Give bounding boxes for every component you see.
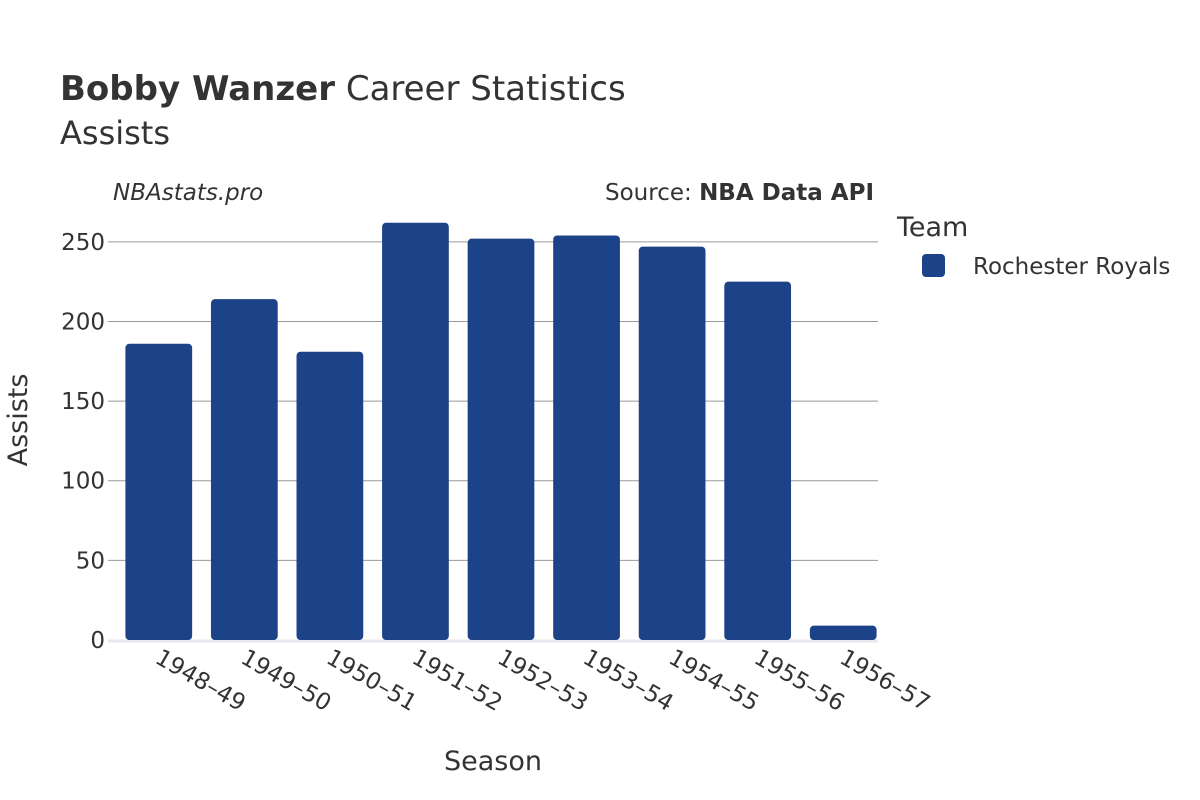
source-credit: Source: NBA Data API — [605, 180, 874, 206]
source-prefix: Source: — [605, 180, 699, 206]
y-axis-title: Assists — [3, 374, 34, 467]
bar-1956–57[interactable] — [809, 625, 877, 640]
legend-title: Team — [896, 212, 968, 243]
y-tick-label: 0 — [90, 628, 105, 654]
bar-1954–55[interactable] — [638, 246, 706, 640]
y-tick-label: 50 — [76, 548, 105, 574]
y-tick-label: 200 — [61, 309, 105, 335]
x-tick-label: 1950–51 — [322, 645, 421, 717]
chart-title-rest: Career Statistics — [335, 69, 626, 109]
y-tick-label: 100 — [61, 469, 105, 495]
x-tick-label: 1953–54 — [579, 645, 678, 717]
chart-subtitle: Assists — [60, 114, 170, 152]
x-tick-label: 1948–49 — [151, 645, 250, 717]
x-tick-label: 1951–52 — [407, 645, 506, 717]
bar-1953–54[interactable] — [553, 235, 620, 640]
bar-1949–50[interactable] — [210, 299, 278, 640]
bars — [125, 222, 877, 641]
bar-1952–53[interactable] — [467, 238, 535, 640]
x-axis-title: Season — [444, 746, 542, 777]
x-axis-ticks: 1948–491949–501950–511951–521952–531953–… — [151, 645, 934, 717]
chart-title-player: Bobby Wanzer — [60, 69, 335, 109]
x-tick-label: 1952–53 — [493, 645, 592, 717]
chart-title: Bobby Wanzer Career Statistics — [60, 69, 626, 109]
watermark: NBAstats.pro — [113, 180, 263, 206]
bar-1955–56[interactable] — [724, 281, 792, 640]
x-tick-label: 1956–57 — [835, 645, 934, 717]
legend-label-rochester-royals[interactable]: Rochester Royals — [973, 254, 1170, 280]
y-tick-label: 150 — [61, 389, 105, 415]
x-tick-label: 1949–50 — [236, 645, 335, 717]
y-axis-ticks: 0 50 100 150 200 250 — [61, 230, 105, 654]
bar-1950–51[interactable] — [296, 351, 364, 640]
y-tick-label: 250 — [61, 230, 105, 256]
legend-swatch-rochester-royals[interactable] — [922, 254, 945, 277]
x-tick-label: 1955–56 — [750, 645, 849, 717]
x-tick-label: 1954–55 — [664, 645, 763, 717]
bar-1948–49[interactable] — [125, 343, 193, 640]
source-name: NBA Data API — [699, 180, 874, 206]
bar-1951–52[interactable] — [382, 222, 449, 641]
